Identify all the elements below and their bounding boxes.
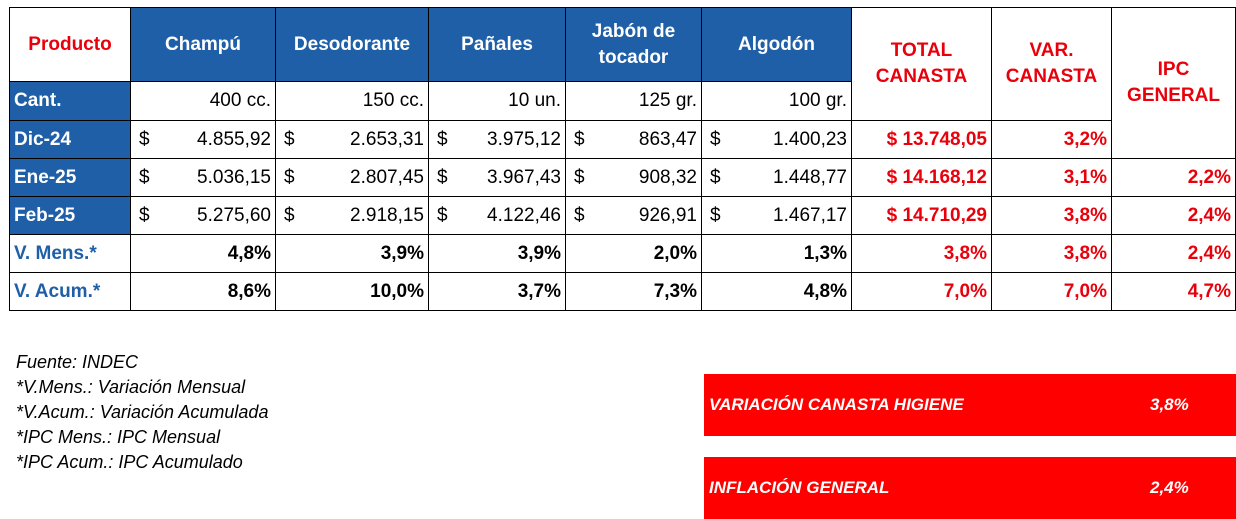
total-canasta-cell: $ 14.168,12 [851, 158, 992, 197]
header-algodon: Algodón [701, 7, 852, 82]
footnote-source: Fuente: INDEC [16, 352, 139, 372]
price-cell: $3.975,12 [428, 120, 566, 159]
footnote: *V.Mens.: Variación Mensual [16, 377, 246, 397]
cant-champu: 400 cc. [130, 81, 276, 121]
variation-cell: 3,7% [428, 272, 566, 311]
header-ipc-general: IPC GENERAL [1111, 7, 1236, 159]
var-canasta-cell: 3,8% [991, 196, 1112, 235]
summary-box-inflacion: INFLACIÓN GENERAL 2,4% [704, 457, 1236, 519]
price-cell: $908,32 [565, 158, 702, 197]
row-label-v-mens: V. Mens.* [9, 234, 131, 273]
cant-desodorante: 150 cc. [275, 81, 429, 121]
summary-label: INFLACIÓN GENERAL [709, 478, 890, 497]
row-label-month: Feb-25 [9, 196, 131, 235]
price-cell: $3.967,43 [428, 158, 566, 197]
header-desodorante: Desodorante [275, 7, 429, 82]
header-var-canasta: VAR. CANASTA [991, 7, 1112, 121]
price-cell: $4.855,92 [130, 120, 276, 159]
variation-cell: 2,0% [565, 234, 702, 273]
price-cell: $1.400,23 [701, 120, 852, 159]
header-jabon: Jabón de tocador [565, 7, 702, 82]
variation-cell: 4,8% [130, 234, 276, 273]
header-total-canasta: TOTAL CANASTA [851, 7, 992, 121]
price-cell: $5.036,15 [130, 158, 276, 197]
price-cell: $2.653,31 [275, 120, 429, 159]
ipc-cell: 2,4% [1111, 196, 1236, 235]
total-canasta-cell: 7,0% [851, 272, 992, 311]
total-canasta-cell: 3,8% [851, 234, 992, 273]
footnotes: Fuente: INDEC *V.Mens.: Variación Mensua… [16, 350, 268, 475]
ipc-cell: 2,4% [1111, 234, 1236, 273]
summary-label: VARIACIÓN CANASTA HIGIENE [709, 395, 964, 414]
footnote: *V.Acum.: Variación Acumulada [16, 402, 269, 422]
variation-cell: 3,9% [275, 234, 429, 273]
variation-cell: 8,6% [130, 272, 276, 311]
header-champu: Champú [130, 7, 276, 82]
cant-panales: 10 un. [428, 81, 566, 121]
header-producto: Producto [9, 7, 131, 82]
price-cell: $2.918,15 [275, 196, 429, 235]
var-canasta-cell: 3,1% [991, 158, 1112, 197]
summary-value: 2,4% [1150, 478, 1189, 497]
price-cell: $5.275,60 [130, 196, 276, 235]
variation-cell: 1,3% [701, 234, 852, 273]
price-cell: $863,47 [565, 120, 702, 159]
var-canasta-cell: 3,8% [991, 234, 1112, 273]
footnote: *IPC Acum.: IPC Acumulado [16, 452, 243, 472]
total-canasta-cell: $ 14.710,29 [851, 196, 992, 235]
price-cell: $2.807,45 [275, 158, 429, 197]
row-label-v-acum: V. Acum.* [9, 272, 131, 311]
variation-cell: 3,9% [428, 234, 566, 273]
price-cell: $1.448,77 [701, 158, 852, 197]
ipc-cell: 2,2% [1111, 158, 1236, 197]
total-canasta-cell: $ 13.748,05 [851, 120, 992, 159]
price-cell: $4.122,46 [428, 196, 566, 235]
summary-value: 3,8% [1150, 395, 1189, 414]
ipc-cell: 4,7% [1111, 272, 1236, 311]
summary-box-canasta: VARIACIÓN CANASTA HIGIENE 3,8% [704, 374, 1236, 436]
variation-cell: 4,8% [701, 272, 852, 311]
header-panales: Pañales [428, 7, 566, 82]
row-label-month: Dic-24 [9, 120, 131, 159]
price-cell: $926,91 [565, 196, 702, 235]
footnote: *IPC Mens.: IPC Mensual [16, 427, 221, 447]
variation-cell: 7,3% [565, 272, 702, 311]
price-table: Producto Champú Desodorante Pañales Jabó… [9, 7, 1236, 311]
variation-cell: 10,0% [275, 272, 429, 311]
row-label-cant: Cant. [9, 81, 131, 121]
cant-jabon: 125 gr. [565, 81, 702, 121]
var-canasta-cell: 7,0% [991, 272, 1112, 311]
row-label-month: Ene-25 [9, 158, 131, 197]
cant-algodon: 100 gr. [701, 81, 852, 121]
price-cell: $1.467,17 [701, 196, 852, 235]
var-canasta-cell: 3,2% [991, 120, 1112, 159]
